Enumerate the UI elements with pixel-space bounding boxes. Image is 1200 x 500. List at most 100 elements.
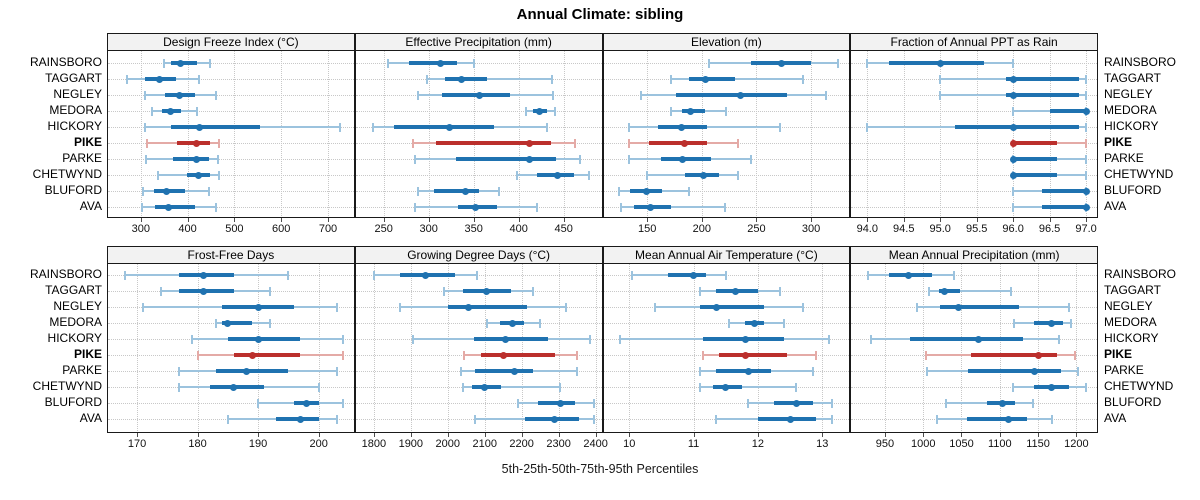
axis-tick-label: 2200 [509,438,534,450]
median-dot [778,59,786,67]
errorbar-hickory [851,119,1097,135]
site-label-medora-right: MEDORA [1104,103,1157,118]
axis-tick-label: 2100 [472,438,497,450]
gridline-vertical [137,264,139,431]
median-dot [678,155,686,163]
iqr-bar-25th-75th [649,141,708,146]
cap-95th [1050,414,1053,424]
cap-95th [814,350,817,360]
median-dot [741,351,749,359]
cap-95th [576,350,579,360]
errorbar-ava [851,411,1097,427]
cap-95th [802,74,805,84]
gridline-horizontal [355,403,602,405]
cap-95th [952,270,955,280]
errorbar-parke [851,151,1097,167]
iqr-bar-25th-75th [889,61,984,66]
gridline-horizontal [355,275,602,277]
axis-tick [961,432,963,437]
median-dot [254,335,262,343]
axis-tick [999,432,1001,437]
panel-plot-mean-annual-air-temperature-c: 10 11 12 13 [603,264,850,450]
axis-tick-label: 13 [816,438,829,450]
axis-tick-label: 97.0 [1075,223,1097,235]
iqr-bar-25th-75th [394,125,495,130]
cap-95th [217,154,220,164]
median-dot [177,59,185,67]
panel-mean-annual-precipitation-mm: Mean Annual Precipitation (mm) 950 1000 105… [850,246,1098,450]
cap-95th [723,202,726,212]
gridline-vertical [187,51,189,216]
gridline-vertical [961,264,963,431]
errorbar-negley [604,87,850,103]
cap-5th [715,414,718,424]
axis-tick [197,432,199,437]
median-dot [786,415,794,423]
iqr-bar-25th-75th [675,93,787,98]
cap-5th [416,90,419,100]
median-dot [712,303,720,311]
median-dot [741,335,749,343]
median-dot [501,335,509,343]
whisker-5th-95th [620,206,725,209]
axis-tick-label: 94.5 [893,223,915,235]
median-dot [303,399,311,407]
errorbar-taggart [356,71,602,87]
errorbar-medora [851,103,1097,119]
cap-5th [145,138,148,148]
median-dot [200,287,208,295]
panel-mean-annual-air-temperature-c: Mean Annual Air Temperature (°C) 10 11 12 13 [602,246,851,450]
errorbar-pike [851,135,1097,151]
median-dot [200,271,208,279]
errorbar-negley [851,87,1097,103]
median-dot [510,367,518,375]
axis-tick-label: 95.0 [929,223,951,235]
errorbar-medora [108,315,354,331]
gridline-vertical [940,51,942,216]
gridline-vertical [518,51,520,216]
cap-5th [414,202,417,212]
cap-95th [476,270,479,280]
panel-header-mean-annual-air-temperature-c: Mean Annual Air Temperature (°C) [603,247,850,264]
cap-95th [1010,286,1013,296]
site-label-ava-right: AVA [1104,199,1127,214]
errorbar-chetwynd [108,167,354,183]
cap-95th [198,74,201,84]
median-dot [998,399,1006,407]
cap-5th [178,366,181,376]
cap-95th [592,398,595,408]
cap-95th [553,106,556,116]
iqr-bar-25th-75th [716,369,771,374]
site-label-negley-right: NEGLEY [1104,299,1153,314]
iqr-bar-25th-75th [154,205,195,210]
errorbar-rainsboro [108,267,354,283]
iqr-bar-25th-75th [215,369,289,374]
errorbar-rainsboro [108,55,354,71]
cap-95th [195,106,198,116]
site-label-chetwynd-left: CHETWYND [32,379,102,394]
cap-5th [214,318,217,328]
median-dot [646,203,654,211]
errorbar-chetwynd [851,379,1097,395]
cap-95th [214,202,217,212]
site-label-chetwynd-right: CHETWYND [1104,379,1174,394]
site-label-hickory-right: HICKORY [1104,119,1159,134]
errorbar-parke [108,363,354,379]
gridline-vertical [884,264,886,431]
panel-elevation-m: Elevation (m) 150 200 250 300 [602,33,851,235]
median-dot [436,59,444,67]
cap-95th [736,138,739,148]
cap-95th [1012,58,1015,68]
cap-95th [550,74,553,84]
cap-95th [208,58,211,68]
cap-95th [341,350,344,360]
panel-header-frost-free-days: Frost-Free Days [108,247,354,264]
panel-header-fraction-of-annual-ppt-as-rain: Fraction of Annual PPT as Rain [851,34,1097,51]
iqr-bar-25th-75th [699,305,765,310]
cap-95th [335,414,338,424]
axis-tick [428,217,430,222]
cap-5th [627,138,630,148]
axis-tick [976,217,978,222]
cap-5th [145,154,148,164]
cap-5th [618,334,621,344]
